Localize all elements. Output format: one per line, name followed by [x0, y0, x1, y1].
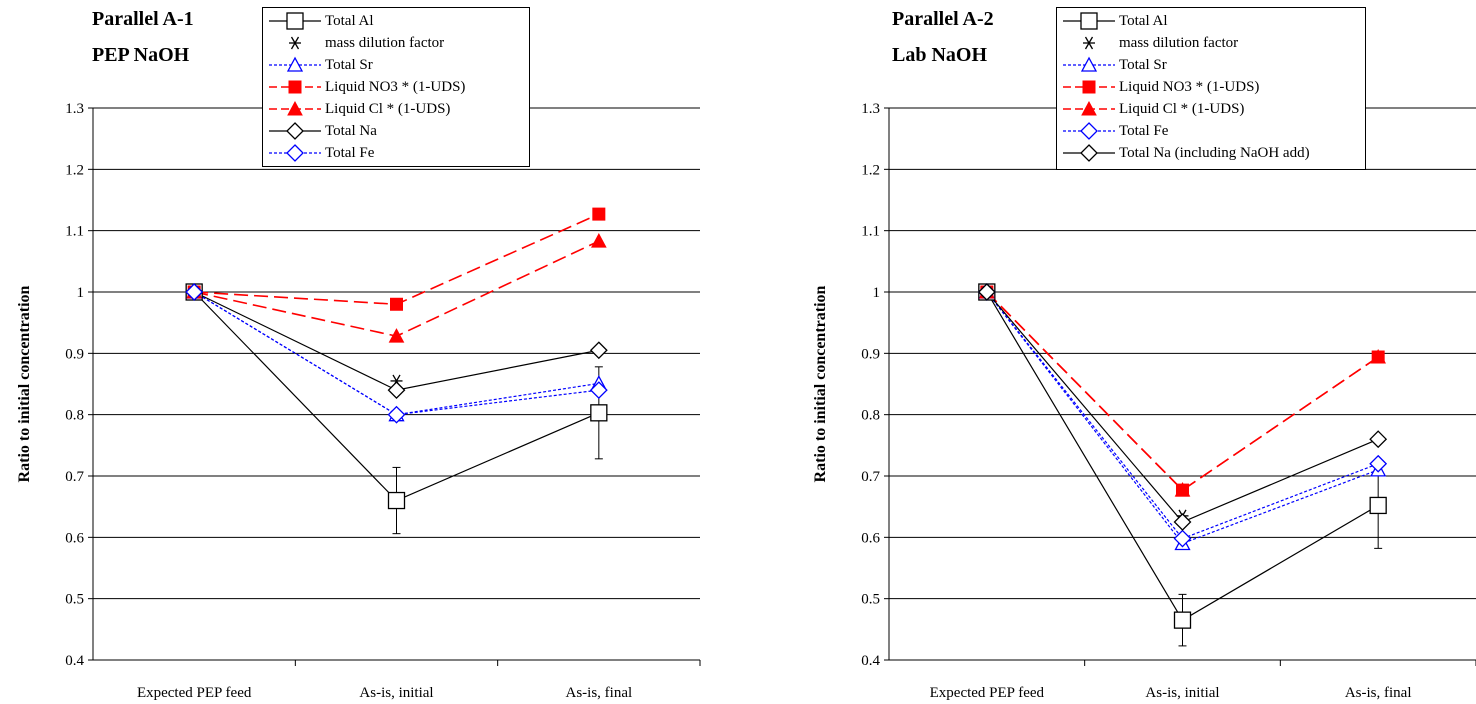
chart-a1-point-total-fe-2 — [589, 381, 608, 400]
chart-a2-point-total-na-including-naoh-add-1 — [1173, 513, 1192, 531]
legend-swatch-liquid-cl-1-uds — [269, 100, 321, 116]
legend-label: Liquid Cl * (1-UDS) — [325, 101, 451, 117]
chart-a2-y-tick-label-6: 1 — [873, 285, 881, 301]
chart-panel-a1: 0.4 0.5 0.6 0.7 0.8 0.9 1 1.1 1.2 1.3 Expected PEP… — [16, 7, 701, 701]
chart-a1-point-liquid-no3-1-uds-1 — [390, 297, 403, 311]
legend-swatch-total-sr — [1063, 56, 1115, 72]
chart-a2-point-total-fe-2 — [1369, 454, 1388, 473]
chart-a1-x-tick-label-2: As-is, final — [565, 685, 632, 701]
chart-a2-x-tick-label-0: Expected PEP feed — [930, 685, 1045, 701]
legend-swatch-liquid-no3-1-uds — [269, 80, 321, 94]
chart-a1-point-total-na-2 — [589, 341, 608, 360]
chart-a2-series-line-total-al — [986, 291, 1379, 621]
legend-label: Total Al — [325, 13, 374, 29]
chart-a1-point-total-al-1 — [387, 491, 406, 510]
chart-a2-y-tick-label-5: 0.9 — [861, 346, 880, 362]
chart-a1-point-liquid-no3-1-uds-2 — [592, 207, 606, 221]
chart-a1-legend: Total Al mass dilution factor Total Sr Liqu… — [262, 7, 530, 167]
legend-label: Liquid NO3 * (1-UDS) — [1119, 79, 1260, 95]
chart-a2-y-tick-label-8: 1.2 — [861, 162, 880, 178]
chart-a2-series-line-liquid-cl-1-uds — [986, 291, 1379, 492]
chart-a1-y-tick-label-9: 1.3 — [65, 101, 84, 117]
chart-a2-plot: 0.4 0.5 0.6 0.7 0.8 0.9 1 1.1 1.2 1.3 Expected PEP… — [812, 101, 1476, 701]
legend-label: Total Fe — [1119, 123, 1169, 139]
chart-a2-y-tick-label-1: 0.5 — [861, 592, 880, 608]
chart-a2-point-total-al-1 — [1173, 611, 1192, 629]
chart-a2-point-liquid-cl-1-uds-2 — [1370, 348, 1387, 364]
chart-a2-y-tick-label-3: 0.7 — [861, 469, 880, 485]
chart-a2-x-tick-label-2: As-is, final — [1345, 685, 1412, 701]
chart-a1-point-total-fe-1 — [387, 405, 406, 424]
legend-label: Total Al — [1119, 13, 1168, 29]
chart-a1-x-tick-label-0: Expected PEP feed — [137, 685, 252, 701]
legend-label: Total Sr — [325, 57, 373, 73]
chart-a2-point-liquid-cl-1-uds-1 — [1174, 482, 1191, 497]
chart-a2-y-tick-label-9: 1.3 — [861, 101, 880, 117]
chart-a2-x-tick-label-1: As-is, initial — [1145, 685, 1219, 701]
chart-a1-series-line-liquid-no3-1-uds — [194, 213, 600, 306]
chart-a1-y-tick-label-0: 0.4 — [65, 653, 84, 669]
chart-a1-title-line-1: Parallel A-1 — [92, 8, 194, 30]
legend-label: Liquid Cl * (1-UDS) — [1119, 101, 1245, 117]
legend-label: mass dilution factor — [325, 35, 445, 51]
chart-a1-title-line-2: PEP NaOH — [92, 44, 190, 66]
chart-a2-title-line-1: Parallel A-2 — [892, 8, 994, 30]
chart-a1-point-liquid-cl-1-uds-1 — [388, 328, 405, 343]
legend-label: mass dilution factor — [1119, 35, 1239, 51]
chart-a1-plot: 0.4 0.5 0.6 0.7 0.8 0.9 1 1.1 1.2 1.3 Expected PEP… — [16, 101, 701, 701]
legend-swatch-total-na-including-naoh-add — [1063, 144, 1115, 162]
legend-swatch-liquid-cl-1-uds — [1063, 100, 1115, 116]
legend-swatch-total-fe — [269, 144, 321, 162]
chart-a2-point-total-na-including-naoh-add-2 — [1369, 430, 1388, 449]
chart-a1-y-axis-title: Ratio to initial concentration — [16, 285, 33, 482]
chart-a1-point-total-fe-0 — [185, 283, 204, 301]
chart-a2-y-tick-label-7: 1.1 — [861, 224, 880, 240]
legend-swatch-total-sr — [269, 56, 321, 72]
chart-a2-y-tick-label-0: 0.4 — [861, 653, 880, 669]
legend-swatch-total-na — [269, 122, 321, 140]
chart-a2-legend: Total Al mass dilution factor Total Sr Liqu… — [1056, 7, 1366, 170]
legend-label: Total Na (including NaOH add) — [1119, 145, 1310, 161]
chart-a2-series-line-total-sr — [986, 291, 1379, 545]
chart-a2-point-total-al-2 — [1369, 496, 1387, 515]
chart-a2-y-tick-label-4: 0.8 — [861, 408, 880, 424]
chart-panel-a2: 0.4 0.5 0.6 0.7 0.8 0.9 1 1.1 1.2 1.3 Expected PEP… — [736, 0, 1476, 704]
chart-a2-y-axis-title: Ratio to initial concentration — [812, 285, 829, 482]
chart-a1-y-tick-label-1: 0.5 — [65, 592, 84, 608]
legend-label: Total Fe — [325, 145, 375, 161]
chart-a1-y-tick-label-6: 1 — [77, 285, 85, 301]
chart-a1-y-tick-label-7: 1.1 — [65, 224, 84, 240]
chart-a1-point-liquid-cl-1-uds-2 — [590, 233, 607, 248]
chart-a2-y-tick-label-2: 0.6 — [861, 530, 880, 546]
chart-a1-y-tick-label-8: 1.2 — [65, 162, 84, 178]
legend-swatch-mass-dilution-factor — [289, 36, 301, 50]
legend-swatch-total-al — [1063, 12, 1115, 30]
legend-swatch-mass-dilution-factor — [1083, 36, 1095, 50]
chart-a2-point-total-fe-1 — [1173, 529, 1192, 548]
chart-a1-y-tick-label-2: 0.6 — [65, 530, 84, 546]
chart-a1-y-tick-label-3: 0.7 — [65, 469, 84, 485]
chart-a1-y-tick-label-4: 0.8 — [65, 408, 84, 424]
chart-a2-point-total-na-including-naoh-add-0 — [977, 283, 996, 301]
chart-a1-x-tick-label-1: As-is, initial — [359, 685, 433, 701]
chart-a1-point-total-al-2 — [590, 404, 608, 422]
legend-label: Total Sr — [1119, 57, 1167, 73]
legend-swatch-total-fe — [1063, 122, 1115, 140]
legend-label: Total Na — [325, 123, 377, 139]
legend-swatch-total-al — [269, 12, 321, 30]
chart-a1-y-tick-label-5: 0.9 — [65, 346, 84, 362]
chart-a1-point-total-na-1 — [387, 381, 406, 400]
chart-a2-title-line-2: Lab NaOH — [892, 44, 988, 66]
chart-a2-series-line-total-fe — [986, 291, 1379, 540]
legend-swatch-liquid-no3-1-uds — [1063, 80, 1115, 94]
legend-label: Liquid NO3 * (1-UDS) — [325, 79, 466, 95]
